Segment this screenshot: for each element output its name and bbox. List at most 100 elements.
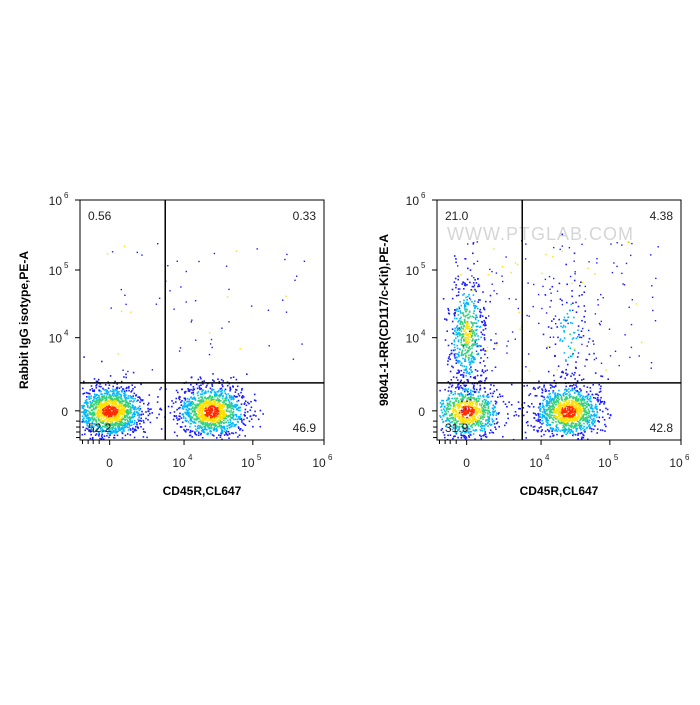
event-dot xyxy=(462,334,464,336)
event-dot xyxy=(472,331,474,333)
event-dot xyxy=(480,349,482,351)
event-dot xyxy=(582,396,584,398)
event-dot xyxy=(570,390,572,392)
event-dot xyxy=(556,434,558,436)
event-dot xyxy=(467,337,469,339)
event-dot xyxy=(584,411,586,413)
event-dot xyxy=(140,384,142,386)
event-dot xyxy=(125,377,127,379)
event-dot xyxy=(168,406,170,408)
event-dot xyxy=(604,430,606,432)
event-dot xyxy=(147,404,149,406)
event-dot xyxy=(571,420,573,422)
event-dot xyxy=(464,410,466,412)
event-dot xyxy=(260,426,262,428)
event-dot xyxy=(188,399,190,401)
event-dot xyxy=(470,431,472,433)
event-dot xyxy=(213,435,215,437)
event-dot xyxy=(452,321,454,323)
event-dot xyxy=(495,401,497,403)
event-dot xyxy=(551,399,553,401)
event-dot xyxy=(580,419,582,421)
event-dot xyxy=(189,435,191,437)
event-dot xyxy=(456,362,458,364)
event-dot xyxy=(604,401,606,403)
event-dot xyxy=(589,398,591,400)
event-dot xyxy=(543,385,545,387)
event-dot xyxy=(546,400,548,402)
event-dot xyxy=(192,410,194,412)
event-dot xyxy=(489,388,491,390)
event-dot xyxy=(464,334,466,336)
event-dot xyxy=(131,396,133,398)
event-dot xyxy=(456,326,458,328)
event-dot xyxy=(233,433,235,435)
event-dot xyxy=(126,415,128,417)
event-dot xyxy=(542,396,544,398)
event-dot xyxy=(591,428,593,430)
event-dot xyxy=(181,417,183,419)
event-dot xyxy=(480,395,482,397)
event-dot xyxy=(463,330,465,332)
event-dot xyxy=(464,358,466,360)
event-dot xyxy=(457,325,459,327)
event-dot xyxy=(214,424,216,426)
event-dot xyxy=(112,427,114,429)
event-dot xyxy=(457,398,459,400)
event-dot xyxy=(582,434,584,436)
event-dot xyxy=(460,305,462,307)
event-dot xyxy=(186,420,188,422)
event-dot xyxy=(568,427,570,429)
event-dot xyxy=(552,386,554,388)
event-dot xyxy=(451,343,453,345)
event-dot xyxy=(121,390,123,392)
event-dot xyxy=(474,289,476,291)
event-dot xyxy=(133,424,135,426)
event-dot xyxy=(554,386,556,388)
event-dot xyxy=(600,397,602,399)
event-dot xyxy=(492,411,494,413)
event-dot xyxy=(226,397,228,399)
event-dot xyxy=(578,424,580,426)
event-dot xyxy=(454,357,456,359)
event-dot xyxy=(196,434,198,436)
event-dot xyxy=(477,370,479,372)
event-dot xyxy=(145,418,147,420)
event-dot xyxy=(574,427,576,429)
event-dot xyxy=(239,417,241,419)
event-dot xyxy=(461,338,463,340)
event-dot xyxy=(465,311,467,313)
event-dot xyxy=(593,418,595,420)
event-dot xyxy=(476,389,478,391)
event-dot xyxy=(467,405,469,407)
event-dot xyxy=(250,416,252,418)
event-dot xyxy=(485,423,487,425)
event-dot xyxy=(138,412,140,414)
event-dot xyxy=(191,408,193,410)
event-dot xyxy=(586,404,588,406)
event-dot xyxy=(179,350,180,351)
event-dot xyxy=(137,252,138,253)
event-dot xyxy=(480,415,482,417)
event-dot xyxy=(202,415,204,417)
event-dot xyxy=(490,384,492,386)
event-dot xyxy=(186,301,187,302)
event-dot xyxy=(203,408,205,410)
event-dot xyxy=(181,426,183,428)
event-dot xyxy=(474,416,476,418)
event-dot xyxy=(465,316,467,318)
event-dot xyxy=(132,414,134,416)
event-dot xyxy=(590,387,592,389)
event-dot xyxy=(112,420,114,422)
event-dot xyxy=(451,353,453,355)
event-dot xyxy=(597,412,599,414)
event-dot xyxy=(502,436,504,438)
event-dot xyxy=(224,415,226,417)
event-dot xyxy=(479,409,481,411)
event-dot xyxy=(576,404,578,406)
event-dot xyxy=(471,347,473,349)
event-dot xyxy=(130,434,132,436)
quadrant-percent-lower-left: 52.2 xyxy=(88,421,112,435)
event-dot xyxy=(540,426,542,428)
event-dot xyxy=(452,332,454,334)
